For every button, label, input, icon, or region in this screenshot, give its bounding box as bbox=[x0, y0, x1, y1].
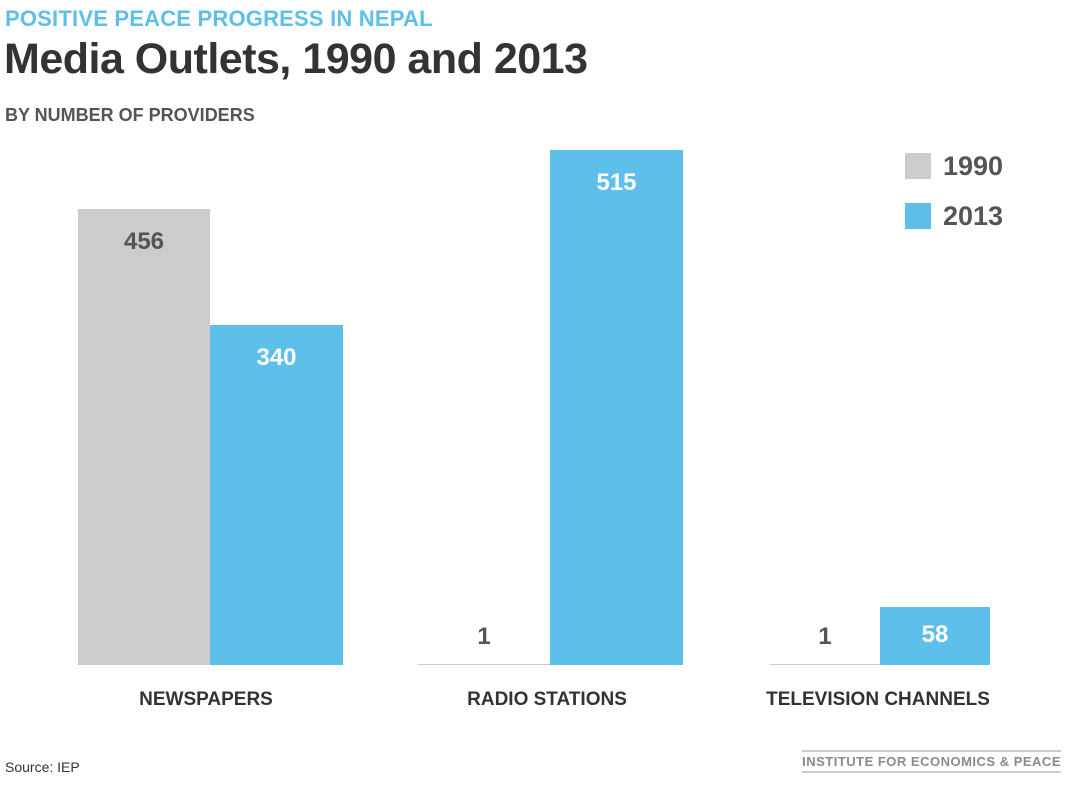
bar-newspapers-1990 bbox=[78, 209, 210, 665]
category-label-newspapers: NEWSPAPERS bbox=[139, 689, 273, 710]
bar-television-channels-1990 bbox=[770, 664, 880, 665]
data-label-newspapers-2013: 340 bbox=[256, 344, 296, 371]
data-label-television-channels-1990: 1 bbox=[818, 623, 831, 650]
chart-title: Media Outlets, 1990 and 2013 bbox=[4, 35, 588, 83]
brand-logo: INSTITUTE FOR ECONOMICS & PEACE bbox=[802, 750, 1061, 773]
chart-kicker: POSITIVE PEACE PROGRESS IN NEPAL bbox=[5, 6, 433, 31]
source-note: Source: IEP bbox=[5, 759, 80, 775]
chart-subtitle: BY NUMBER OF PROVIDERS bbox=[5, 105, 255, 125]
legend-swatch-2013 bbox=[905, 203, 931, 229]
legend-label-1990: 1990 bbox=[943, 151, 1003, 181]
bar-television-channels-2013 bbox=[880, 607, 990, 665]
bar-newspapers-2013 bbox=[210, 325, 343, 665]
bar-radio-stations-1990 bbox=[418, 664, 550, 665]
data-label-newspapers-1990: 456 bbox=[124, 228, 164, 255]
bar-radio-stations-2013 bbox=[550, 150, 683, 665]
data-label-radio-stations-2013: 515 bbox=[596, 169, 636, 196]
data-label-television-channels-2013: 58 bbox=[922, 621, 949, 648]
category-label-radio-stations: RADIO STATIONS bbox=[467, 689, 627, 710]
legend-label-2013: 2013 bbox=[943, 201, 1003, 231]
legend-swatch-1990 bbox=[905, 153, 931, 179]
data-label-radio-stations-1990: 1 bbox=[477, 623, 490, 650]
category-label-television-channels: TELEVISION CHANNELS bbox=[766, 689, 990, 710]
